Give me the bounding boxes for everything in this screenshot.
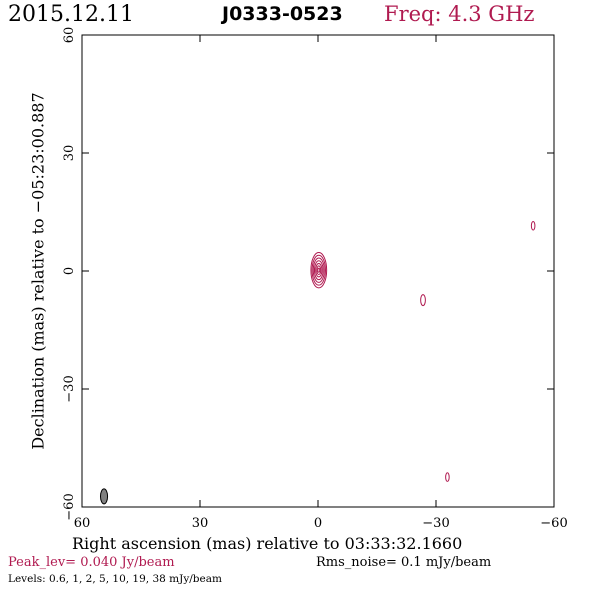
y-tick-label: −60 — [62, 493, 77, 520]
contour-levels: Levels: 0.6, 1, 2, 5, 10, 19, 38 mJy/bea… — [8, 573, 222, 585]
rms-noise: Rms_noise= 0.1 mJy/beam — [316, 555, 492, 570]
source-name: J0333-0523 — [222, 3, 343, 25]
core-contour — [310, 252, 328, 289]
x-tick-label: 30 — [192, 516, 209, 531]
axis-ticks — [81, 34, 555, 508]
core-contour — [316, 265, 322, 276]
x-tick-label: 60 — [74, 516, 91, 531]
contours — [99, 220, 536, 505]
frequency-label: Freq: 4.3 GHz — [384, 2, 535, 26]
x-axis-label: Right ascension (mas) relative to 03:33:… — [72, 534, 463, 553]
y-tick-label: 0 — [62, 267, 77, 275]
weak-contour — [420, 294, 426, 307]
y-tick-label: 30 — [62, 145, 77, 162]
weak-contour — [445, 472, 450, 482]
y-tick-label: −30 — [62, 375, 77, 402]
core-contour — [312, 257, 325, 283]
x-tick-label: 0 — [314, 516, 322, 531]
x-tick-label: −60 — [540, 516, 567, 531]
observation-date: 2015.12.11 — [8, 2, 134, 27]
weak-contour — [530, 220, 536, 231]
x-tick-label: −30 — [422, 516, 449, 531]
y-axis-label: Declination (mas) relative to −05:23:00.… — [28, 92, 48, 450]
axis-tick-labels: 60 30 0 −30 −60 −60 −30 0 30 60 — [62, 27, 568, 531]
core-contour — [315, 263, 323, 278]
beam-ellipse — [99, 488, 109, 505]
core-contour — [313, 260, 324, 281]
core-contour — [317, 267, 321, 273]
peak-level: Peak_lev= 0.040 Jy/beam — [8, 555, 175, 570]
y-tick-label: 60 — [62, 27, 77, 44]
core-contour — [311, 254, 326, 286]
